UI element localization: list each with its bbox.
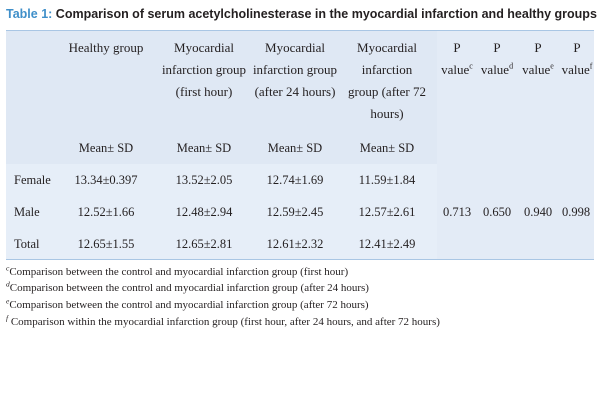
cell-female-mi-first: 13.52±2.05 (175, 173, 233, 187)
col-header-p-c: P valuec (441, 40, 473, 77)
cell-male-mi-24: 12.59±2.45 (266, 205, 324, 219)
row-label-female: Female (14, 173, 51, 187)
table-title-text: Comparison of serum acetylcholinesterase… (52, 7, 597, 21)
subheader-mi-first: Mean± SD (176, 141, 232, 155)
footnote-f: f Comparison within the myocardial infar… (6, 313, 440, 328)
cell-female-healthy: 13.34±0.397 (74, 173, 138, 187)
cell-total-healthy: 12.65±1.55 (77, 237, 135, 251)
p-value-c: 0.713 (442, 205, 472, 219)
cell-male-mi-first: 12.48±2.94 (175, 205, 233, 219)
col-header-healthy: Healthy group (68, 40, 144, 55)
cell-male-mi-72: 12.57±2.61 (358, 205, 416, 219)
subheader-mi-72: Mean± SD (359, 141, 415, 155)
table-top-rule (6, 30, 594, 31)
cell-total-mi-first: 12.65±2.81 (175, 237, 233, 251)
cell-total-mi-72: 12.41±2.49 (358, 237, 416, 251)
subheader-healthy: Mean± SD (78, 141, 134, 155)
cell-total-mi-24: 12.61±2.32 (266, 237, 324, 251)
p-value-e: 0.940 (523, 205, 553, 219)
table-bottom-rule (6, 259, 594, 260)
p-value-d: 0.650 (482, 205, 512, 219)
row-label-total: Total (14, 237, 40, 251)
col-header-p-d: P valued (480, 40, 514, 77)
cell-female-mi-72: 11.59±1.84 (358, 173, 416, 187)
p-value-band (437, 31, 594, 259)
table-label: Table 1: (6, 7, 53, 21)
row-label-male: Male (14, 205, 40, 219)
subheader-mi-24: Mean± SD (267, 141, 323, 155)
footnote-d: dComparison between the control and myoc… (6, 279, 369, 294)
p-value-f: 0.998 (561, 205, 591, 219)
col-header-p-e: P valuee (522, 40, 554, 77)
footnote-e: eComparison between the control and myoc… (6, 296, 369, 311)
table-title: Table 1: Comparison of serum acetylcholi… (6, 7, 597, 21)
col-header-mi-24: Myocardial infarction group (after 24 ho… (252, 40, 338, 99)
col-header-mi-72: Myocardial infarction group (after 72 ho… (348, 40, 426, 121)
cell-female-mi-24: 12.74±1.69 (266, 173, 324, 187)
col-header-p-f: P valuef (561, 40, 593, 77)
footnote-c: cComparison between the control and myoc… (6, 263, 349, 278)
cell-male-healthy: 12.52±1.66 (77, 205, 135, 219)
data-table: Healthy group Myocardial infarction grou… (6, 31, 594, 259)
col-header-mi-first: Myocardial infarction group (first hour) (161, 40, 247, 99)
